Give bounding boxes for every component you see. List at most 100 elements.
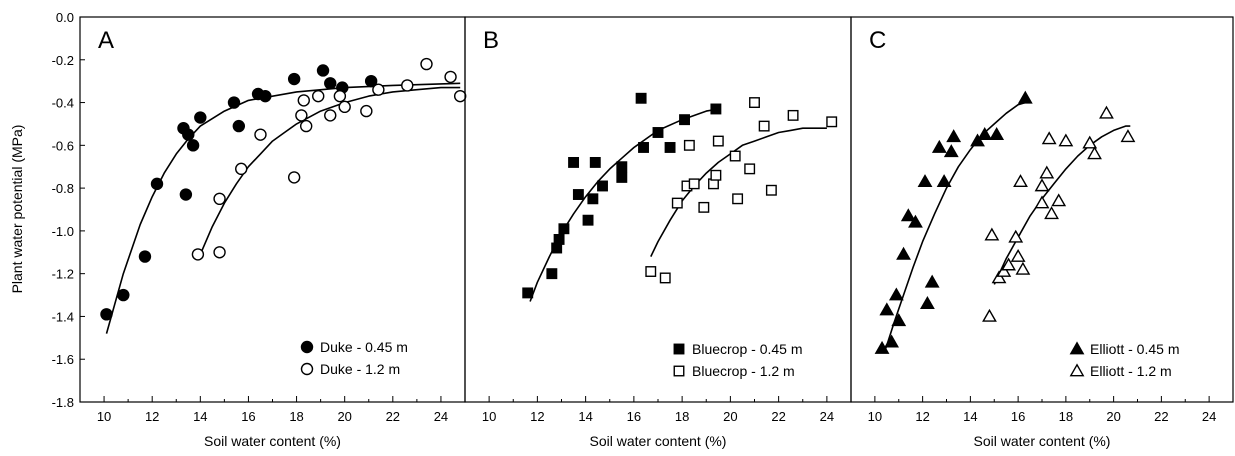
data-point	[558, 223, 570, 235]
data-point	[1051, 193, 1067, 207]
x-tick-label: 14	[963, 409, 977, 424]
x-tick-label: 22	[1154, 409, 1168, 424]
data-point	[989, 127, 1005, 140]
data-point	[324, 109, 337, 122]
data-point	[1034, 178, 1050, 192]
x-tick-label: 20	[1106, 409, 1120, 424]
data-point	[874, 340, 890, 354]
data-point	[194, 111, 207, 124]
x-tick-label: 10	[868, 409, 882, 424]
panel-letter: C	[869, 27, 886, 54]
data-point	[982, 308, 997, 322]
data-point	[324, 77, 337, 90]
x-tick-label: 24	[434, 409, 448, 424]
data-point	[616, 171, 628, 183]
data-point	[917, 174, 933, 188]
data-point	[936, 174, 952, 188]
legend-marker	[300, 340, 314, 354]
data-point	[568, 156, 580, 168]
data-point	[295, 109, 308, 122]
data-point	[1058, 133, 1074, 147]
legend-marker	[673, 365, 685, 377]
data-point	[758, 120, 770, 132]
data-point	[991, 270, 1007, 284]
fit-curve	[883, 101, 1026, 354]
data-point	[891, 313, 907, 327]
series-1	[874, 90, 1033, 354]
series-1	[100, 64, 461, 334]
data-point	[333, 89, 347, 103]
y-axis-title: Plant water potential (MPa)	[9, 125, 25, 294]
data-point	[100, 308, 113, 321]
data-point	[1044, 206, 1059, 220]
data-point	[710, 103, 722, 115]
data-point	[1017, 90, 1033, 104]
x-axis-title: Soil water content (%)	[974, 433, 1111, 449]
legend-label: Elliott - 0.45 m	[1090, 341, 1179, 357]
data-point	[179, 188, 193, 201]
data-point	[732, 193, 744, 205]
data-point	[213, 192, 226, 206]
data-point	[1001, 257, 1016, 271]
data-point	[943, 144, 959, 158]
x-tick-label: 16	[241, 409, 255, 424]
x-tick-label: 20	[723, 409, 737, 424]
data-point	[652, 127, 664, 138]
data-point	[150, 177, 164, 191]
data-point	[1015, 261, 1031, 275]
legend-marker	[1069, 341, 1085, 355]
data-point	[582, 214, 594, 226]
x-tick-label: 18	[289, 409, 303, 424]
x-tick-label: 18	[675, 409, 689, 424]
series-2	[191, 57, 467, 261]
fit-curve	[650, 127, 827, 257]
data-point	[1041, 131, 1057, 145]
data-point	[235, 162, 248, 176]
y-tick-label: -1.4	[52, 309, 74, 324]
data-point	[287, 171, 301, 184]
fit-curve	[105, 82, 461, 334]
x-axis-title: Soil water content (%)	[204, 433, 341, 449]
data-point	[635, 92, 647, 104]
legend-label: Elliott - 1.2 m	[1090, 363, 1172, 379]
y-tick-label: -0.8	[52, 181, 74, 196]
y-tick-label: -1.0	[52, 224, 74, 239]
data-point	[259, 89, 272, 103]
data-point	[931, 139, 947, 153]
y-axis: 0.0 -0.2 -0.4 -0.6 -0.8 -1.0 -1.2 -1.4 -1.6 -1.8	[52, 10, 85, 410]
data-point	[900, 208, 916, 222]
data-point	[297, 94, 310, 107]
data-point	[659, 272, 671, 284]
data-point	[372, 83, 385, 96]
data-point	[1008, 229, 1024, 243]
y-tick-label: -0.6	[52, 138, 74, 153]
data-point	[787, 109, 799, 121]
data-point	[765, 184, 777, 196]
data-point	[977, 127, 993, 140]
data-point	[946, 129, 962, 143]
data-point	[879, 302, 895, 316]
data-point	[710, 169, 722, 181]
series-1	[522, 92, 722, 302]
data-point	[744, 163, 756, 175]
data-point	[984, 227, 1000, 241]
data-point	[287, 72, 301, 86]
x-tick-label: 12	[530, 409, 544, 424]
data-point	[698, 201, 710, 213]
x-tick-label: 12	[915, 409, 929, 424]
data-point	[924, 274, 940, 288]
x-tick-label: 14	[578, 409, 592, 424]
x-tick-label: 16	[627, 409, 641, 424]
x-tick-label: 18	[1059, 409, 1073, 424]
x-tick-label: 12	[145, 409, 159, 424]
data-point	[664, 142, 676, 153]
data-point	[138, 250, 152, 263]
data-point	[186, 139, 200, 152]
data-point	[589, 156, 601, 168]
data-point	[1082, 135, 1098, 149]
x-tick-label: 20	[337, 409, 351, 424]
data-point	[191, 248, 205, 261]
x-tick-label: 10	[482, 409, 496, 424]
data-point	[572, 189, 584, 200]
